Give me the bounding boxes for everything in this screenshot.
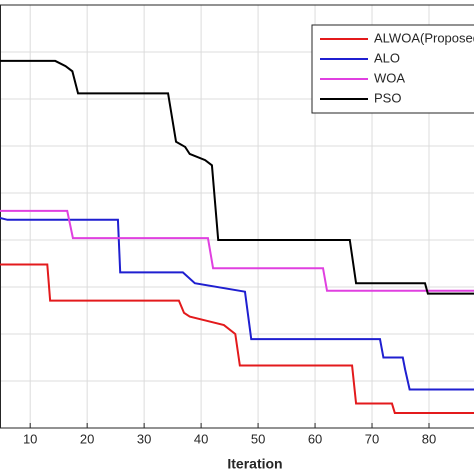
series-line	[0, 263, 474, 414]
x-axis-label: Iteration	[227, 456, 282, 472]
legend: ALWOA(Proposed) ALO WOA PSO	[311, 24, 474, 114]
plot-frame	[0, 4, 474, 429]
x-tick-label: 50	[251, 431, 265, 446]
legend-label: ALO	[374, 50, 400, 65]
x-tick-label: 10	[23, 431, 37, 446]
x-tick-label: 70	[365, 431, 379, 446]
series-line	[0, 216, 474, 391]
series-line	[0, 209, 474, 292]
legend-label: WOA	[374, 70, 405, 85]
x-tick-label: 20	[80, 431, 94, 446]
series-line	[0, 59, 474, 295]
x-tick-label: 30	[137, 431, 151, 446]
x-tick-label: 80	[422, 431, 436, 446]
x-tick-label: 40	[194, 431, 208, 446]
legend-label: ALWOA(Proposed)	[374, 30, 474, 45]
x-tick-label: 60	[308, 431, 322, 446]
legend-label: PSO	[374, 90, 401, 105]
